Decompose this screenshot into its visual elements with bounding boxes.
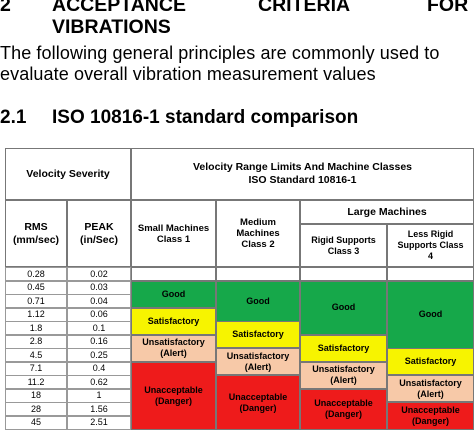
range-title: Velocity Range Limits And Machine Classe… xyxy=(192,161,412,173)
class4-satisfactory-zone: Satisfactory xyxy=(387,348,474,375)
peak-value: 0.4 xyxy=(67,361,131,376)
rms-value: 7.1 xyxy=(5,361,67,376)
rms-value: 1.12 xyxy=(5,307,67,322)
intro-paragraph: The following general principles are com… xyxy=(0,43,474,85)
peak-value: 0.16 xyxy=(67,334,131,349)
peak-value: 1.56 xyxy=(67,402,131,416)
class1-alert-zone: Unsatisfactory (Alert) xyxy=(131,334,216,362)
heading-word-1: ACCEPTANCE xyxy=(52,0,186,16)
paragraph-line-1: The following general principles are com… xyxy=(0,43,440,63)
rms-value: 4.5 xyxy=(5,348,67,362)
class2-satisfactory-zone: Satisfactory xyxy=(216,321,300,348)
class2-good-zone: Good xyxy=(216,280,300,322)
heading-word-4: VIBRATIONS xyxy=(52,16,171,38)
rms-value: 28 xyxy=(5,402,67,416)
class4-header: Less Rigid Supports Class 4 xyxy=(387,224,474,267)
class1-blank-cell xyxy=(131,267,216,281)
heading-word-3: FOR xyxy=(427,0,469,16)
class4-good-zone: Good xyxy=(387,280,474,349)
peak-header: PEAK (in/Sec) xyxy=(67,200,131,267)
peak-value: 0.25 xyxy=(67,348,131,362)
class2-alert-zone: Unsatisfactory (Alert) xyxy=(216,348,300,375)
heading-word-2: CRITERIA xyxy=(258,0,351,16)
peak-value: 0.06 xyxy=(67,307,131,322)
subsection-title: ISO 10816-1 standard comparison xyxy=(52,107,359,128)
range-subtitle: ISO Standard 10816-1 xyxy=(248,174,357,186)
paragraph-line-2: evaluate overall vibration measurement v… xyxy=(0,64,376,84)
class3-satisfactory-zone: Satisfactory xyxy=(300,334,387,362)
rms-value: 0.45 xyxy=(5,280,67,295)
class3-header: Rigid Supports Class 3 xyxy=(300,224,387,267)
peak-value: 0.02 xyxy=(67,267,131,281)
peak-value: 0.62 xyxy=(67,375,131,389)
class1-satisfactory-zone: Satisfactory xyxy=(131,307,216,335)
class4-alert-zone: Unsatisfactory (Alert) xyxy=(387,375,474,402)
rms-value: 1.8 xyxy=(5,321,67,335)
peak-value: 0.04 xyxy=(67,294,131,308)
rms-value: 11.2 xyxy=(5,375,67,389)
rms-value: 18 xyxy=(5,388,67,403)
class3-alert-zone: Unsatisfactory (Alert) xyxy=(300,361,387,389)
class2-danger-zone: Unacceptable (Danger) xyxy=(216,375,300,430)
rms-value: 45 xyxy=(5,415,67,430)
class2-header: Medium Machines Class 2 xyxy=(216,200,300,267)
rms-value: 2.8 xyxy=(5,334,67,349)
class4-blank-cell xyxy=(387,267,474,281)
class3-blank-cell xyxy=(300,267,387,281)
class3-good-zone: Good xyxy=(300,280,387,335)
rms-header: RMS (mm/sec) xyxy=(5,200,67,267)
large-machines-header: Large Machines xyxy=(300,200,474,224)
class2-blank-cell xyxy=(216,267,300,281)
peak-value: 0.03 xyxy=(67,280,131,295)
peak-value: 2.51 xyxy=(67,415,131,430)
peak-value: 1 xyxy=(67,388,131,403)
class1-header: Small Machines Class 1 xyxy=(131,200,216,267)
rms-value: 0.71 xyxy=(5,294,67,308)
class4-danger-zone: Unacceptable (Danger) xyxy=(387,402,474,430)
velocity-severity-header: Velocity Severity xyxy=(5,148,131,200)
class1-danger-zone: Unacceptable (Danger) xyxy=(131,361,216,430)
section-number: 2 xyxy=(0,0,11,16)
iso-10816-table: Velocity Severity Velocity Range Limits … xyxy=(5,148,474,430)
class3-danger-zone: Unacceptable (Danger) xyxy=(300,388,387,430)
peak-value: 0.1 xyxy=(67,321,131,335)
rms-value: 0.28 xyxy=(5,267,67,281)
range-limits-header: Velocity Range Limits And Machine Classe… xyxy=(131,148,474,200)
subsection-number: 2.1 xyxy=(0,107,27,128)
class1-good-zone: Good xyxy=(131,280,216,308)
